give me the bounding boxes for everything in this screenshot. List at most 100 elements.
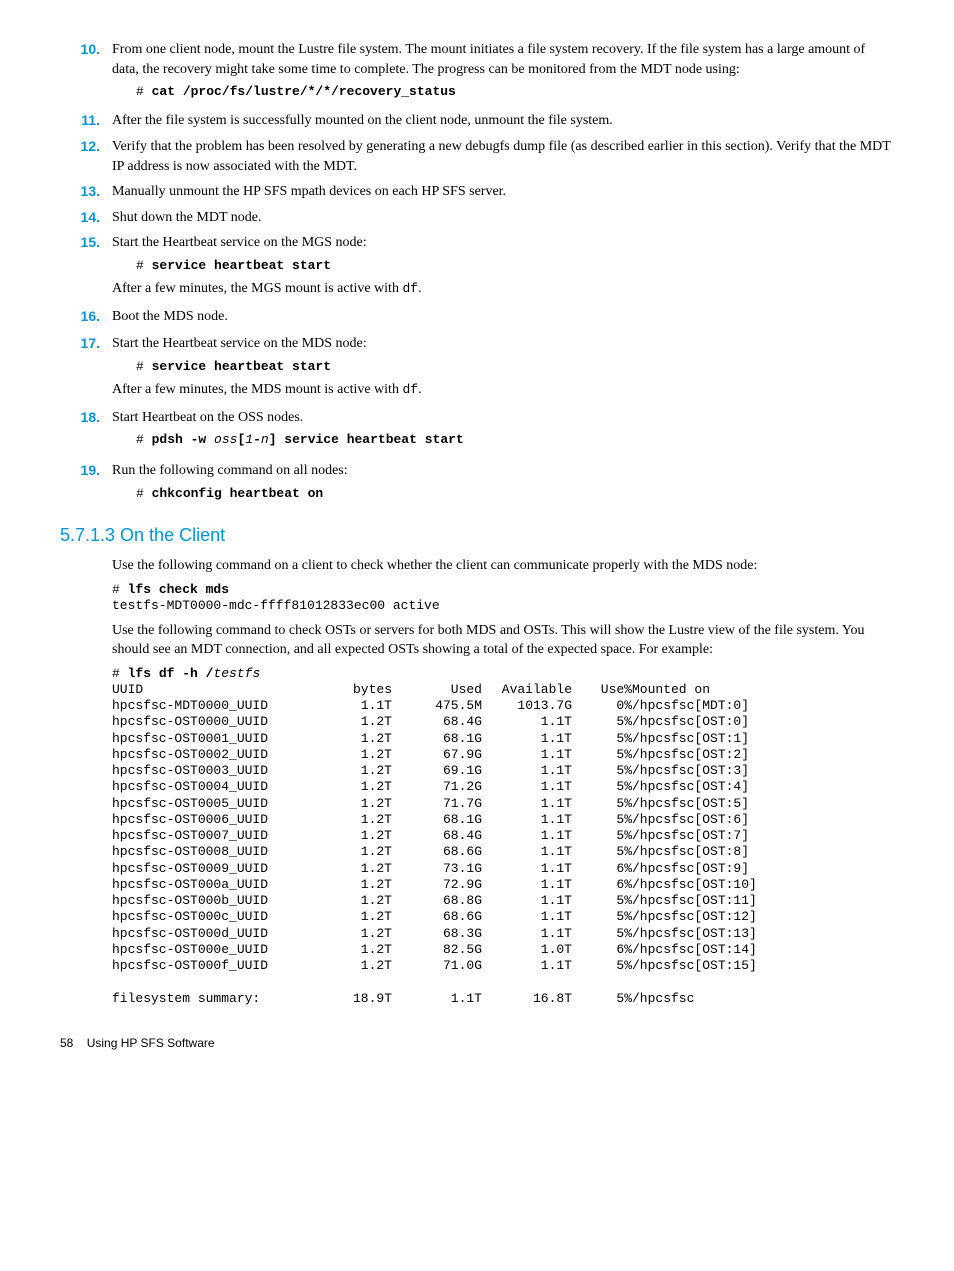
td-usep: 5% [572,763,632,779]
cmd-check-mds: # lfs check mds testfs-MDT0000-mdc-ffff8… [112,582,894,615]
step-text: Shut down the MDT node. [112,208,894,228]
td-bytes: 1.1T [312,698,392,714]
td-bytes: 1.2T [312,763,392,779]
td-mount: /hpcsfsc[OST:15] [632,958,757,974]
step-body: Start Heartbeat on the OSS nodes. # pdsh… [112,408,894,454]
lfs-table-header: UUID bytes Used Available Use% Mounted o… [112,682,757,698]
td-avail: 1.1T [482,812,572,828]
td-uuid: filesystem summary: [112,991,312,1007]
td-bytes: 1.2T [312,909,392,925]
step-number: 16. [60,307,112,327]
step-13: 13. Manually unmount the HP SFS mpath de… [60,182,894,202]
step-15: 15. Start the Heartbeat service on the M… [60,233,894,298]
td-uuid: hpcsfsc-OST0004_UUID [112,779,312,795]
section-para-2: Use the following command to check OSTs … [112,621,894,660]
step-code: # service heartbeat start [136,257,894,275]
td-uuid: hpcsfsc-OST000e_UUID [112,942,312,958]
td-usep: 5% [572,909,632,925]
step-11: 11. After the file system is successfull… [60,111,894,131]
td-usep: 5% [572,796,632,812]
td-used: 475.5M [392,698,482,714]
td-uuid: hpcsfsc-OST000a_UUID [112,877,312,893]
td-uuid: hpcsfsc-OST0005_UUID [112,796,312,812]
step-text: Manually unmount the HP SFS mpath device… [112,182,894,202]
td-used: 72.9G [392,877,482,893]
td-mount: /hpcsfsc[OST:5] [632,796,757,812]
lfs-table-row: hpcsfsc-OST000c_UUID1.2T68.6G1.1T5%/hpcs… [112,909,757,925]
td-bytes: 1.2T [312,747,392,763]
td-avail: 1.1T [482,958,572,974]
step-text: Start the Heartbeat service on the MGS n… [112,235,367,250]
td-bytes: 1.2T [312,796,392,812]
td-used: 68.4G [392,828,482,844]
step-16: 16. Boot the MDS node. [60,307,894,327]
td-usep: 5% [572,714,632,730]
step-number: 11. [60,111,112,131]
td-bytes: 1.2T [312,844,392,860]
page-number: 58 [60,1036,73,1050]
td-used: 68.1G [392,812,482,828]
step-number: 12. [60,137,112,176]
td-used: 73.1G [392,861,482,877]
page-footer: 58 Using HP SFS Software [60,1035,894,1052]
td-avail: 1.1T [482,926,572,942]
step-after: After a few minutes, the MDS mount is ac… [112,380,894,400]
td-avail: 1.1T [482,893,572,909]
td-usep: 5% [572,812,632,828]
step-number: 15. [60,233,112,298]
td-mount: /hpcsfsc[OST:6] [632,812,757,828]
step-10: 10. From one client node, mount the Lust… [60,40,894,105]
step-number: 10. [60,40,112,105]
lfs-table-row: hpcsfsc-OST000a_UUID1.2T72.9G1.1T6%/hpcs… [112,877,757,893]
th-bytes: bytes [312,682,392,698]
step-text: After the file system is successfully mo… [112,111,894,131]
td-bytes: 1.2T [312,893,392,909]
td-used: 82.5G [392,942,482,958]
td-mount: /hpcsfsc[OST:12] [632,909,757,925]
td-bytes: 1.2T [312,828,392,844]
td-uuid: hpcsfsc-OST000f_UUID [112,958,312,974]
td-uuid: hpcsfsc-OST0002_UUID [112,747,312,763]
step-number: 17. [60,334,112,399]
step-body: From one client node, mount the Lustre f… [112,40,894,105]
td-bytes: 1.2T [312,926,392,942]
td-bytes: 1.2T [312,877,392,893]
lfs-table-row: hpcsfsc-OST0008_UUID1.2T68.6G1.1T5%/hpcs… [112,844,757,860]
step-body: Start the Heartbeat service on the MDS n… [112,334,894,399]
step-text: Start the Heartbeat service on the MDS n… [112,336,367,351]
footer-title: Using HP SFS Software [87,1036,215,1050]
td-used: 68.6G [392,909,482,925]
td-uuid: hpcsfsc-OST0001_UUID [112,731,312,747]
td-usep: 5% [572,893,632,909]
th-uuid: UUID [112,682,312,698]
td-uuid: hpcsfsc-OST0006_UUID [112,812,312,828]
td-uuid: hpcsfsc-OST0003_UUID [112,763,312,779]
lfs-table-row: hpcsfsc-OST000b_UUID1.2T68.8G1.1T5%/hpcs… [112,893,757,909]
lfs-table-row: hpcsfsc-OST0009_UUID1.2T73.1G1.1T6%/hpcs… [112,861,757,877]
step-17: 17. Start the Heartbeat service on the M… [60,334,894,399]
td-bytes: 1.2T [312,812,392,828]
th-avail: Available [482,682,572,698]
td-used: 68.1G [392,731,482,747]
td-bytes: 1.2T [312,958,392,974]
th-used: Used [392,682,482,698]
td-usep: 0% [572,698,632,714]
td-used: 68.6G [392,844,482,860]
td-uuid: hpcsfsc-OST0007_UUID [112,828,312,844]
section-heading: 5.7.1.3 On the Client [60,523,894,548]
td-uuid: hpcsfsc-OST000d_UUID [112,926,312,942]
td-mount: /hpcsfsc[OST:4] [632,779,757,795]
td-mount: /hpcsfsc[OST:3] [632,763,757,779]
td-uuid: hpcsfsc-OST0009_UUID [112,861,312,877]
step-text: Boot the MDS node. [112,307,894,327]
td-avail: 1.1T [482,828,572,844]
td-uuid: hpcsfsc-MDT0000_UUID [112,698,312,714]
td-used: 68.4G [392,714,482,730]
td-mount: /hpcsfsc[OST:7] [632,828,757,844]
td-used: 71.0G [392,958,482,974]
td-mount: /hpcsfsc[OST:2] [632,747,757,763]
td-used: 1.1T [392,991,482,1007]
step-14: 14. Shut down the MDT node. [60,208,894,228]
td-used: 68.8G [392,893,482,909]
step-18: 18. Start Heartbeat on the OSS nodes. # … [60,408,894,454]
